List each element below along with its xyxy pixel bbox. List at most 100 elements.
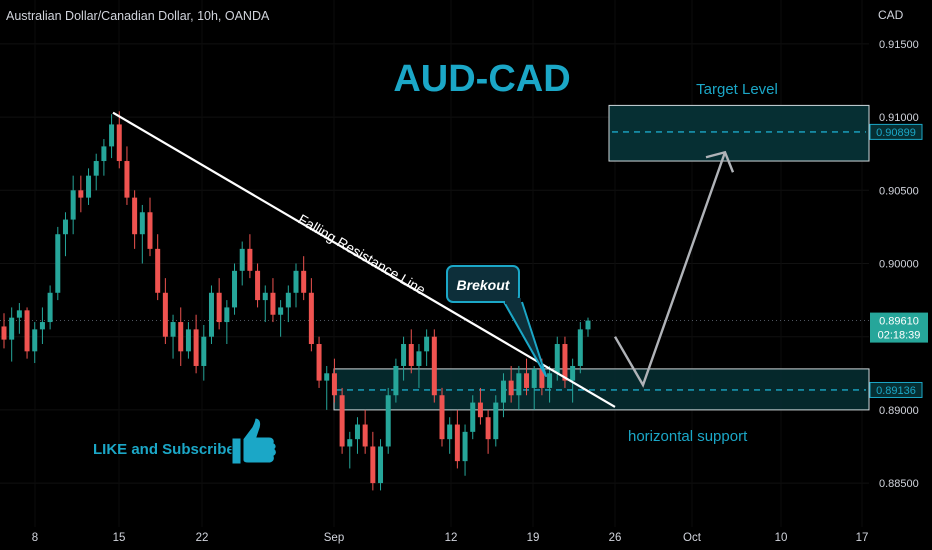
candle-body [439, 395, 445, 440]
candle-body [431, 336, 437, 396]
candle-body [378, 446, 384, 484]
candle-body [139, 212, 145, 235]
price-axis[interactable]: 0.915000.910000.905000.900000.895000.890… [879, 39, 919, 490]
candle-body [55, 234, 61, 293]
candle-body [278, 307, 284, 315]
candle-body [201, 336, 207, 366]
thumbs-up-icon [231, 417, 277, 465]
x-tick-label: 8 [32, 532, 38, 544]
candle-body [1, 326, 7, 340]
candle-body [216, 292, 222, 323]
candle-body [185, 329, 191, 352]
candle-body [147, 212, 153, 249]
header-symbol: Australian Dollar/Canadian Dollar, 10h, … [6, 9, 270, 23]
candle-body [78, 190, 84, 198]
target-zone [608, 104, 870, 162]
candle-body [308, 292, 314, 345]
candle-body [554, 344, 560, 374]
candle-body [577, 329, 583, 366]
projection-arrow [613, 151, 727, 388]
x-tick-label: 12 [445, 532, 458, 544]
candle-body [224, 307, 230, 323]
candle-body [316, 344, 322, 381]
candle-body [162, 292, 168, 337]
candle-body [408, 344, 414, 366]
candle-body [347, 439, 353, 447]
x-tick-label: 22 [196, 532, 209, 544]
x-tick-label: 17 [856, 532, 869, 544]
candle-body [570, 365, 576, 381]
current-price-text: 0.89610 [879, 316, 919, 328]
candle-body [124, 161, 130, 198]
candle-body [16, 310, 22, 318]
candle-body [239, 248, 245, 271]
support-price-tag-text: 0.89136 [876, 385, 916, 397]
target-label: Target Level [696, 81, 778, 98]
candle-body [401, 344, 407, 366]
arrow-head-icon [705, 150, 735, 173]
candle-body [462, 431, 468, 462]
candle-body [86, 175, 92, 198]
candle-body [178, 322, 184, 352]
x-tick-label: Oct [683, 532, 702, 544]
chart-title: AUD-CAD [393, 58, 570, 100]
x-tick-label: 10 [775, 532, 788, 544]
candle-body [454, 424, 460, 462]
support-label: horizontal support [628, 428, 748, 445]
candle-body [255, 270, 261, 301]
y-tick-label: 0.91500 [879, 39, 919, 51]
like-label: LIKE and Subscribe [93, 441, 235, 458]
current-price-tag: 0.89610 02:18:39 [870, 312, 928, 343]
candle-body [109, 124, 115, 147]
currency-label: CAD [878, 8, 904, 22]
breakout-pointer [503, 301, 547, 377]
candles-layer [1, 111, 591, 491]
candle-body [262, 292, 268, 301]
breakout-callout: Brekout [446, 265, 547, 377]
candle-body [500, 380, 506, 403]
countdown-text: 02:18:39 [878, 330, 921, 342]
breakout-pointer-cover [505, 298, 521, 304]
candle-body [339, 395, 345, 447]
candle-body [208, 292, 214, 337]
y-tick-label: 0.88500 [879, 478, 919, 490]
candle-body [293, 270, 299, 293]
candle-body [270, 292, 276, 315]
x-tick-label: 26 [609, 532, 622, 544]
candle-body [424, 336, 430, 352]
target-price-tag: 0.90899 [869, 123, 923, 140]
candle-body [470, 402, 476, 432]
falling-line-label: Falling Resistance Line [295, 211, 428, 298]
candle-body [508, 380, 514, 396]
candle-body [247, 248, 253, 271]
current-price-tag-box [870, 312, 928, 343]
y-tick-label: 0.89000 [879, 405, 919, 417]
candle-body [47, 292, 53, 323]
candle-body [493, 402, 499, 440]
candle-body [24, 310, 30, 352]
candle-body [393, 365, 399, 396]
time-axis[interactable]: 8 15 22 Sep 12 19 26 Oct 10 17 [32, 532, 869, 544]
candle-body [485, 417, 491, 440]
support-price-tag-box [869, 381, 923, 398]
target-price-tag-text: 0.90899 [876, 127, 916, 139]
candle-body [285, 292, 291, 308]
candle-body [155, 248, 161, 293]
candle-body [362, 424, 368, 447]
x-tick-label: Sep [324, 532, 344, 544]
candle-body [331, 373, 337, 396]
candle-body [531, 368, 537, 388]
breakout-box [446, 265, 520, 303]
candle-body [547, 373, 553, 388]
candle-body [32, 329, 38, 352]
support-price-tag: 0.89136 [869, 381, 923, 398]
zones-layer [333, 104, 870, 411]
candle-body [132, 197, 138, 235]
candle-body [354, 424, 360, 440]
candle-body [562, 344, 568, 381]
candle-body [116, 124, 122, 162]
candle-body [9, 317, 15, 340]
falling-resistance-line[interactable] [112, 111, 616, 408]
candle-body [170, 322, 176, 337]
